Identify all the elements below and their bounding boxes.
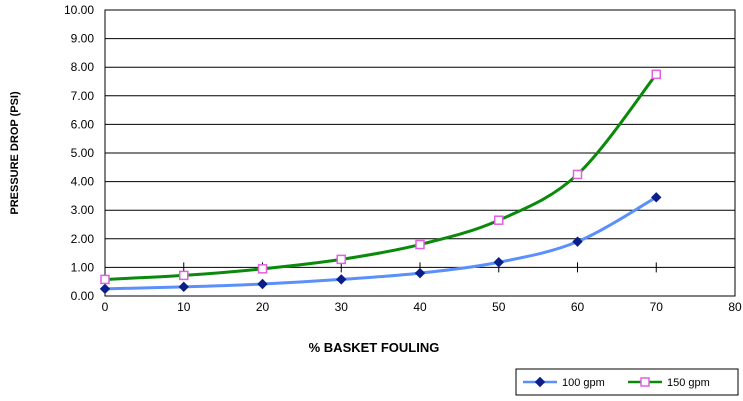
data-point <box>494 215 504 225</box>
series-2 <box>100 69 661 285</box>
x-tick-label: 40 <box>413 300 427 314</box>
legend-marker <box>534 376 546 388</box>
x-tick-label: 20 <box>256 300 270 314</box>
data-point <box>572 236 583 247</box>
y-tick-label: 4.00 <box>71 175 95 189</box>
data-point <box>414 267 426 279</box>
legend: 100 gpm 150 gpm <box>515 368 739 396</box>
data-point <box>651 69 661 80</box>
data-point <box>257 264 268 274</box>
y-tick-label: 9.00 <box>71 32 95 46</box>
series-group <box>99 69 662 295</box>
data-point <box>651 192 662 203</box>
x-tick-label: 60 <box>571 300 585 314</box>
grid-lines <box>105 38 735 268</box>
y-tick-labels: 0.00 1.00 2.00 3.00 4.00 5.00 6.00 7.00 8.00 9.00… <box>64 3 94 303</box>
data-point <box>99 283 111 295</box>
data-point <box>336 254 346 265</box>
x-tick-labels: 0 10 20 30 40 50 60 70 80 <box>102 300 742 314</box>
x-tick-label: 50 <box>492 300 506 314</box>
y-tick-label: 0.00 <box>71 289 95 303</box>
data-point <box>336 274 347 285</box>
y-tick-label: 6.00 <box>71 117 95 131</box>
y-tick-label: 8.00 <box>71 60 95 74</box>
data-point <box>572 169 583 180</box>
y-tick-label: 5.00 <box>71 146 95 160</box>
data-point <box>100 274 110 285</box>
x-tick-label: 0 <box>102 300 109 314</box>
x-tick-label: 30 <box>335 300 349 314</box>
data-point <box>415 239 425 250</box>
y-tick-label: 1.00 <box>71 260 95 274</box>
y-tick-label: 3.00 <box>71 203 95 217</box>
data-point <box>179 270 189 281</box>
y-tick-label: 10.00 <box>64 3 94 17</box>
data-point <box>493 257 504 268</box>
data-point <box>178 281 189 293</box>
legend-marker <box>640 377 650 387</box>
x-tick-label: 10 <box>177 300 191 314</box>
legend-label: 100 gpm <box>562 377 605 389</box>
y-axis-title: PRESSURE DROP (PSI) <box>9 91 21 215</box>
series-1 <box>99 192 662 295</box>
x-tick-label: 80 <box>728 300 742 314</box>
legend-item-2: 150 gpm <box>628 377 710 389</box>
x-tick-label: 70 <box>650 300 664 314</box>
x-axis-title: % BASKET FOULING <box>309 340 440 355</box>
y-tick-label: 7.00 <box>71 89 95 103</box>
data-point <box>257 278 268 290</box>
y-tick-label: 2.00 <box>71 232 95 246</box>
legend-label: 150 gpm <box>667 377 710 389</box>
legend-item-1: 100 gpm <box>523 376 605 389</box>
